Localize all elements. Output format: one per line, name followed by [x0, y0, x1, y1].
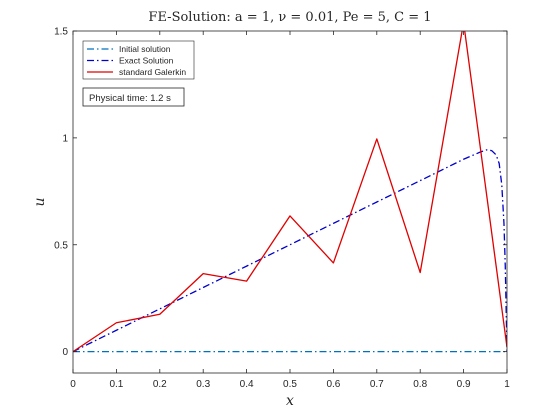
x-tick-label: 0.4: [240, 379, 254, 390]
y-axis-label: u: [32, 197, 48, 206]
legend-label-exact: Exact Solution: [119, 56, 174, 66]
x-tick-label: 0: [70, 379, 76, 390]
x-tick-label: 0.9: [457, 379, 471, 390]
legend-label-initial: Initial solution: [119, 44, 171, 54]
y-tick-label: 1.5: [54, 27, 68, 38]
series-galerkin-line: [73, 31, 507, 353]
time-annotation-box: [82, 87, 185, 107]
y-tick-label: 0: [62, 347, 68, 358]
y-tick-label: 0.5: [54, 240, 68, 251]
time-annotation-text: Physical time: 1.2 s: [89, 93, 171, 104]
plot-area: [73, 31, 507, 373]
time-annotation: Physical time: 1.2 s: [82, 87, 185, 107]
x-tick-label: 0.6: [326, 379, 340, 390]
x-tick-label: 0.5: [283, 379, 297, 390]
x-tick-label: 1: [504, 379, 510, 390]
tick-layer: 0 0.1 0.2 0.3 0.4 0.5 0.6 0.7 0.8 0.9 1 0 0.5 1 1.5: [54, 27, 510, 391]
legend: Initial solution Exact Solution standard…: [82, 40, 195, 80]
x-tick-label: 0.1: [109, 379, 123, 390]
x-tick-label: 0.3: [196, 379, 210, 390]
legend-label-galerkin: standard Galerkin: [119, 67, 186, 77]
x-tick-label: 0.7: [370, 379, 384, 390]
y-tick-label: 1: [62, 133, 68, 144]
x-axis-label: x: [286, 393, 294, 409]
x-tick-label: 0.8: [413, 379, 427, 390]
series-layer: [73, 31, 507, 353]
chart-title: FE-Solution: a = 1, ν = 0.01, Pe = 5, C …: [148, 10, 431, 25]
x-tick-label: 0.2: [153, 379, 167, 390]
